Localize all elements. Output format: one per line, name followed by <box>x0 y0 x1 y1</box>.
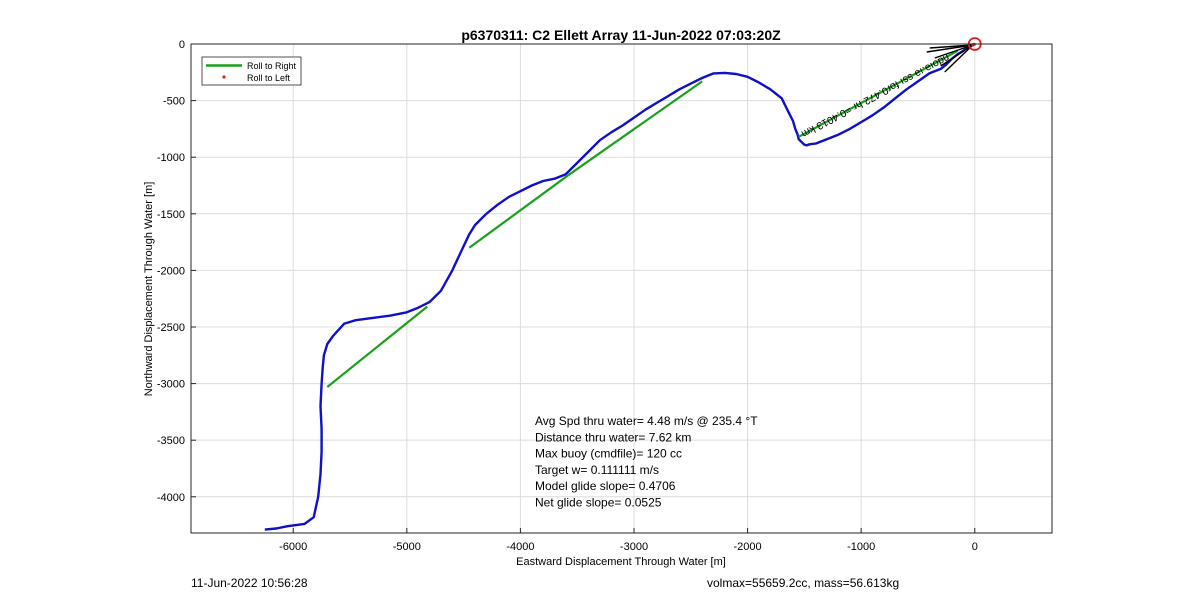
y-axis-label: Northward Displacement Through Water [m] <box>143 182 155 397</box>
series <box>264 37 982 531</box>
grid <box>191 43 1052 533</box>
stats-line: Model glide slope= 0.4706 <box>535 479 676 493</box>
plot-area <box>190 43 1053 534</box>
legend-label-roll-right: Roll to Right <box>247 61 297 71</box>
y-tick-label: -4000 <box>157 492 185 504</box>
x-tick-label: -4000 <box>506 541 534 553</box>
stats-line: Max buoy (cmdfile)= 120 cc <box>535 447 682 461</box>
tick-labels: -6000 -5000 -4000 -3000 -2000 -1000 0 0 -500 -100… <box>157 39 978 553</box>
roll-right-segment <box>798 49 959 138</box>
stats-block: Avg Spd thru water= 4.48 m/s @ 235.4 °T D… <box>535 414 758 510</box>
stats-line: Net glide slope= 0.0525 <box>535 496 662 510</box>
legend-swatch-roll-left <box>222 75 226 79</box>
y-tick-label: -2000 <box>157 265 185 277</box>
x-tick-label: -3000 <box>620 541 648 553</box>
heading-stroke <box>934 44 973 59</box>
heading-stroke <box>940 44 974 67</box>
heading-stroke <box>926 44 973 53</box>
x-tick-label: -5000 <box>393 541 421 553</box>
stats-line: Target w= 0.111111 m/s <box>535 463 659 477</box>
y-tick-label: -500 <box>163 96 185 108</box>
chart-title: p6370311: C2 Ellett Array 11-Jun-2022 07… <box>461 27 781 43</box>
y-tick-label: -3000 <box>157 379 185 391</box>
roll-right-segment <box>468 174 569 249</box>
y-tick-label: -2500 <box>157 322 185 334</box>
heading-stroke <box>944 44 974 73</box>
x-axis-label: Eastward Displacement Through Water [m] <box>516 556 726 568</box>
x-tick-label: -2000 <box>734 541 762 553</box>
roll-right-segment <box>326 305 428 388</box>
y-tick-label: -1500 <box>157 209 185 221</box>
y-tick-label: 0 <box>179 39 185 51</box>
y-tick-label: -3500 <box>157 435 185 447</box>
legend-label-roll-left: Roll to Left <box>247 73 291 83</box>
y-tick-label: -1000 <box>157 152 185 164</box>
footer-timestamp: 11-Jun-2022 10:56:28 <box>191 576 308 590</box>
x-tick-label: -1000 <box>847 541 875 553</box>
trajectory-line <box>264 42 976 531</box>
segment-annotation: ndoıǝ.ıǝ ssı for0.472 hr =0.4013 km <box>799 51 951 140</box>
legend-box <box>201 56 302 86</box>
stats-line: Distance thru water= 7.62 km <box>535 430 691 444</box>
x-tick-label: 0 <box>972 541 978 553</box>
footer-volume-mass: volmax=55659.2cc, mass=56.613kg <box>707 576 900 590</box>
stats-line: Avg Spd thru water= 4.48 m/s @ 235.4 °T <box>535 414 758 428</box>
x-tick-label: -6000 <box>279 541 307 553</box>
roll-right-segment <box>567 80 703 177</box>
legend: Roll to Right Roll to Left <box>201 56 302 86</box>
